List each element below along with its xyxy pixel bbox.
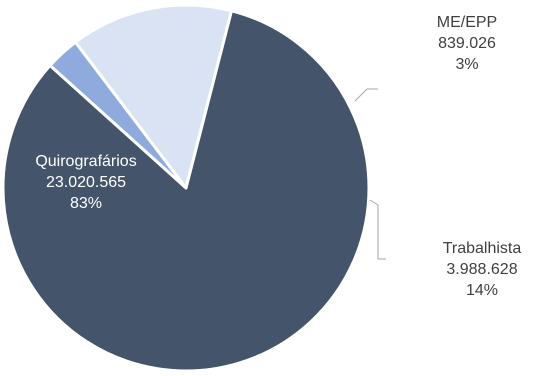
pie-slice-trabalhista (73, 3, 234, 190)
data-label-value: 839.026 (438, 35, 496, 52)
leader-lines (354, 88, 386, 260)
data-labels: Quirografários 23.020.565 83% ME/EPP 839.026… (35, 14, 521, 299)
leader-line-me-epp (354, 88, 378, 102)
data-label-percent: 3% (455, 56, 478, 73)
slices-layer (1, 3, 371, 373)
data-label-percent: 14% (466, 282, 498, 299)
data-label-value: 23.020.565 (46, 174, 126, 191)
pie-slice-quirografarios (1, 9, 371, 373)
data-label-me-epp: ME/EPP 839.026 3% (437, 14, 497, 73)
data-label-quirografarios: Quirografários 23.020.565 83% (35, 153, 136, 212)
data-label-category: Trabalhista (443, 240, 522, 257)
data-label-trabalhista: Trabalhista 3.988.628 14% (443, 240, 522, 299)
data-label-value: 3.988.628 (446, 261, 517, 278)
data-label-category: Quirografários (35, 153, 136, 170)
data-label-category: ME/EPP (437, 14, 497, 31)
data-label-percent: 83% (70, 195, 102, 212)
leader-line-trabalhista (369, 199, 386, 260)
